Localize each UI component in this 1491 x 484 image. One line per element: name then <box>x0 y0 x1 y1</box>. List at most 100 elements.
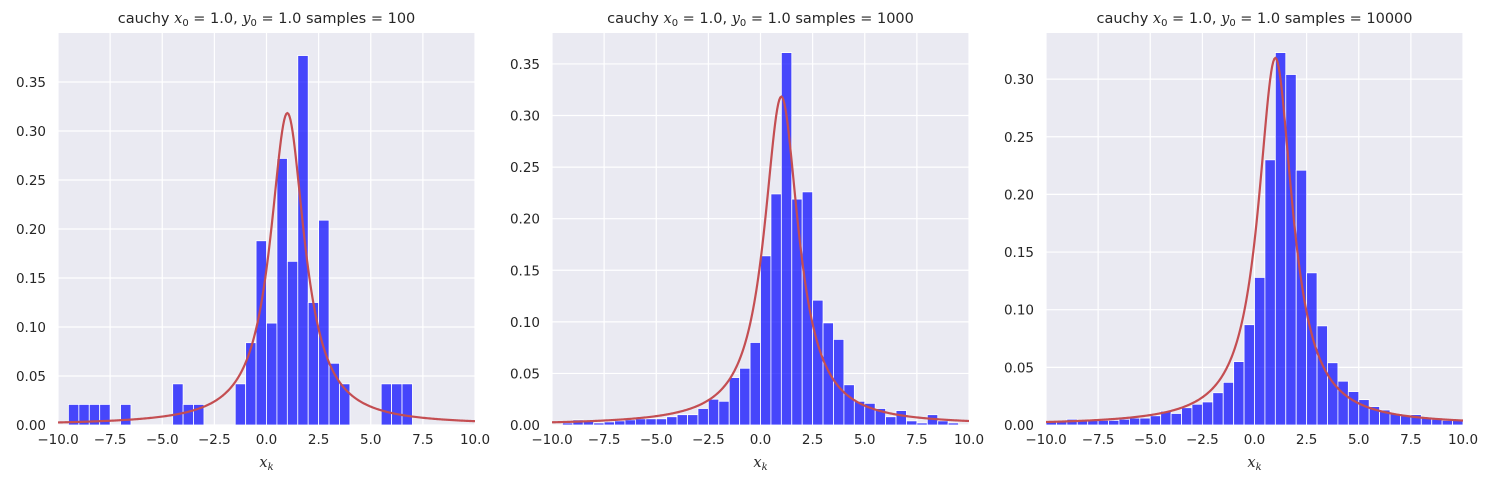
histogram-bar <box>297 55 309 425</box>
x-axis-label: xk <box>259 455 273 473</box>
histogram-bar <box>99 404 111 425</box>
y-tick-label: 0.20 <box>16 222 46 238</box>
x-tick-label: −10.0 <box>531 432 572 448</box>
x-tick-label: −5.0 <box>146 432 179 448</box>
histogram-bar <box>339 383 351 425</box>
y-tick-label: 0.25 <box>1004 130 1034 146</box>
y-tick-label: 0.15 <box>1004 245 1034 261</box>
histogram-bar <box>1118 418 1130 425</box>
x-tick-label: −2.5 <box>1186 432 1219 448</box>
x-tick-label: 2.5 <box>308 432 329 448</box>
histogram-bar <box>1191 403 1203 425</box>
histogram-bar <box>635 418 647 425</box>
histogram-bar <box>120 404 132 425</box>
histogram-bar <box>1108 419 1120 425</box>
histogram-bar <box>1097 419 1109 425</box>
histogram-bar <box>885 416 897 425</box>
y-tick-label: 0.25 <box>510 160 540 176</box>
histogram-bar <box>266 322 278 425</box>
histogram-bar <box>614 420 626 425</box>
y-tick-label: 0.35 <box>16 75 46 91</box>
histogram-bar <box>1441 419 1453 425</box>
x-axis-label: xk <box>1247 455 1261 473</box>
x-tick-label: −7.5 <box>588 432 621 448</box>
x-tick-label: 5.0 <box>1348 432 1369 448</box>
histogram-bar <box>1337 380 1349 425</box>
x-tick-label: −2.5 <box>198 432 231 448</box>
x-tick-label: 7.5 <box>1400 432 1421 448</box>
histogram-bar <box>697 408 709 425</box>
y-tick-label: 0.30 <box>1004 72 1034 88</box>
histogram-bar <box>728 377 741 425</box>
histogram-bar <box>603 421 615 425</box>
x-tick-label: 10.0 <box>460 432 490 448</box>
histogram-bar <box>1181 407 1193 425</box>
x-tick-label: 7.5 <box>412 432 433 448</box>
histogram-bar <box>895 410 907 425</box>
y-tick-label: 0.20 <box>1004 187 1034 203</box>
histogram-bar <box>276 158 288 425</box>
x-tick-label: −10.0 <box>37 432 78 448</box>
histogram-bar <box>1129 417 1141 425</box>
histogram-bar <box>624 419 636 425</box>
histogram-bar <box>739 367 751 425</box>
x-tick-label: 5.0 <box>360 432 381 448</box>
histogram-bar <box>1316 325 1328 425</box>
histogram-bar <box>676 414 688 425</box>
histogram-bar <box>255 240 267 425</box>
y-tick-label: 0.05 <box>1004 360 1034 376</box>
histogram-bar <box>1243 324 1255 425</box>
histogram-bar <box>1212 392 1224 425</box>
cauchy-pdf-line <box>1046 56 1463 424</box>
chart-title: cauchy x0 = 1.0, y0 = 1.0 samples = 1000… <box>1096 11 1412 29</box>
x-tick-label: 10.0 <box>954 432 984 448</box>
histogram-bar <box>801 191 814 425</box>
histogram <box>562 52 959 425</box>
histogram-bar <box>1139 417 1151 425</box>
x-tick-label: 7.5 <box>906 432 927 448</box>
histogram-bar <box>791 198 803 425</box>
histogram-bar <box>593 422 605 425</box>
histogram-bar <box>1347 391 1360 425</box>
histogram-bar <box>833 338 845 425</box>
x-tick-label: −7.5 <box>94 432 127 448</box>
histogram-bar <box>172 383 184 425</box>
y-tick-label: 0.10 <box>16 320 46 336</box>
histogram-bar <box>182 404 194 425</box>
y-tick-label: 0.15 <box>16 271 46 287</box>
histogram-bar <box>391 383 403 425</box>
x-tick-label: −10.0 <box>1025 432 1066 448</box>
y-tick-label: 0.00 <box>16 418 46 434</box>
histogram-bar <box>193 404 205 425</box>
histogram-bar <box>401 383 413 425</box>
histogram-bar <box>687 414 699 425</box>
cauchy-pdf-line <box>552 95 969 424</box>
chart-title: cauchy x0 = 1.0, y0 = 1.0 samples = 1000 <box>607 11 914 29</box>
histogram-bar <box>1170 413 1182 425</box>
x-tick-label: −2.5 <box>692 432 725 448</box>
histogram-bar <box>380 383 392 425</box>
histogram-bar <box>718 400 730 425</box>
histogram-bar <box>666 416 678 425</box>
histogram-bar <box>1254 277 1266 425</box>
chart-panel-2: −10.0 −7.5 −5.0 −2.5 0.0 2.5 5.0 7.5 10.0 0.00 0.0… <box>510 11 984 473</box>
histogram-bar <box>822 322 834 425</box>
cauchy-pdf-line <box>58 111 475 424</box>
x-axis-label: xk <box>753 455 767 473</box>
x-tick-label: 10.0 <box>1448 432 1478 448</box>
histogram <box>1046 52 1463 425</box>
y-tick-label: 0.15 <box>510 263 540 279</box>
x-tick-label: 2.5 <box>802 432 823 448</box>
histogram-bar <box>916 422 928 425</box>
x-tick-label: 2.5 <box>1296 432 1317 448</box>
histogram-bar <box>1264 159 1276 425</box>
chart-title: cauchy x0 = 1.0, y0 = 1.0 samples = 100 <box>118 11 416 29</box>
histogram-bar <box>937 420 949 425</box>
histogram-bar <box>760 255 772 425</box>
y-tick-label: 0.05 <box>16 369 46 385</box>
y-tick-label: 0.10 <box>1004 303 1034 319</box>
histogram-bar <box>947 422 959 425</box>
chart-panel-3: −10.0 −7.5 −5.0 −2.5 0.0 2.5 5.0 7.5 10.0 0.00 0.0… <box>1004 11 1478 473</box>
histogram-bar <box>645 418 657 425</box>
